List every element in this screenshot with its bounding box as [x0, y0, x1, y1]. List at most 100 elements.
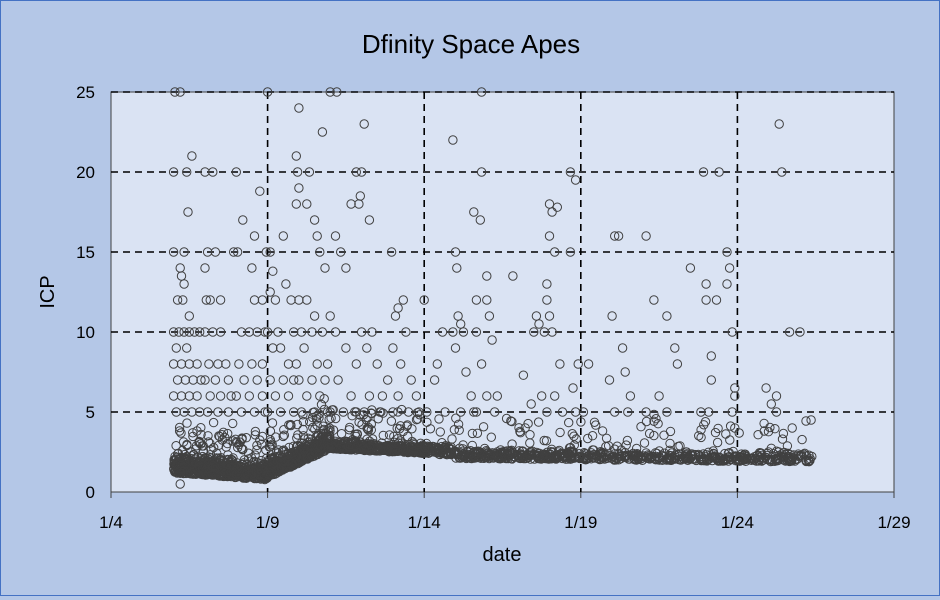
data-point — [200, 327, 210, 337]
data-point — [446, 449, 456, 460]
data-point — [623, 407, 633, 417]
data-point — [196, 423, 206, 433]
data-point — [389, 431, 399, 442]
data-point — [407, 424, 417, 434]
data-point — [440, 407, 450, 417]
data-point — [613, 231, 624, 241]
data-point — [233, 442, 243, 453]
data-point — [544, 231, 555, 241]
data-point — [178, 295, 188, 305]
data-point — [255, 435, 265, 445]
data-point — [278, 375, 288, 385]
data-point — [208, 167, 218, 177]
data-point — [223, 407, 234, 417]
data-point — [486, 432, 496, 442]
data-point — [217, 430, 227, 440]
data-point — [386, 247, 397, 257]
data-point — [196, 429, 206, 440]
data-point — [702, 454, 712, 465]
y-tick-label: 20 — [76, 163, 95, 182]
data-point — [249, 467, 259, 477]
data-point — [398, 295, 408, 305]
data-point — [309, 215, 320, 225]
data-point — [765, 422, 775, 433]
data-point — [302, 453, 312, 463]
data-point — [182, 418, 192, 428]
data-point — [200, 167, 210, 177]
data-point — [594, 449, 604, 460]
data-point — [402, 421, 412, 431]
data-point — [247, 263, 257, 273]
data-point — [208, 417, 219, 428]
plot-area — [110, 91, 895, 493]
data-point — [179, 327, 189, 337]
data-point — [529, 327, 539, 337]
data-point — [654, 446, 664, 456]
data-point — [649, 430, 659, 441]
data-point — [278, 431, 288, 442]
data-point — [641, 416, 652, 427]
data-point — [392, 423, 402, 433]
data-point — [649, 416, 659, 426]
data-point — [325, 311, 335, 321]
data-point — [377, 391, 388, 401]
data-point — [198, 446, 209, 456]
data-point — [286, 295, 296, 305]
data-point — [476, 359, 487, 369]
data-point — [601, 433, 612, 443]
data-point — [484, 450, 494, 460]
data-point — [801, 416, 811, 426]
data-point — [174, 327, 184, 337]
data-point — [171, 343, 182, 353]
data-point — [347, 411, 357, 421]
data-point — [267, 467, 278, 477]
data-point — [534, 319, 544, 329]
data-point — [777, 434, 788, 444]
data-point — [706, 351, 716, 361]
data-point — [364, 215, 375, 225]
data-point — [429, 375, 440, 385]
data-point — [390, 311, 401, 321]
data-point — [265, 287, 275, 297]
x-tick-label: 1/14 — [408, 513, 441, 532]
data-point — [376, 407, 386, 417]
data-point — [783, 451, 794, 462]
data-point — [569, 440, 579, 450]
data-point — [432, 359, 442, 369]
data-point — [654, 391, 664, 401]
data-point — [265, 247, 275, 257]
data-point — [761, 383, 771, 393]
data-point — [359, 119, 369, 129]
data-point — [174, 426, 185, 436]
data-point — [269, 456, 280, 466]
data-point — [591, 420, 601, 430]
data-point — [356, 167, 367, 177]
data-point — [249, 407, 260, 417]
x-tick-label: 1/19 — [564, 513, 597, 532]
data-point — [483, 448, 493, 458]
data-point — [218, 427, 229, 437]
data-point — [363, 425, 374, 435]
data-point — [168, 247, 179, 257]
data-point — [249, 231, 260, 241]
data-point — [388, 343, 398, 353]
data-point — [168, 327, 179, 337]
data-point — [292, 167, 303, 177]
data-point — [171, 407, 182, 417]
data-point — [573, 359, 583, 369]
data-point — [184, 391, 195, 401]
data-point — [501, 451, 511, 461]
data-point — [555, 427, 565, 438]
data-point — [210, 375, 221, 385]
data-point — [620, 367, 630, 377]
data-point — [448, 135, 458, 145]
data-point — [279, 425, 289, 435]
data-point — [740, 449, 750, 459]
data-point — [770, 424, 780, 434]
data-point — [209, 442, 219, 453]
data-point — [201, 295, 212, 305]
data-point — [192, 359, 202, 369]
data-point — [542, 279, 552, 289]
data-point — [515, 428, 526, 438]
